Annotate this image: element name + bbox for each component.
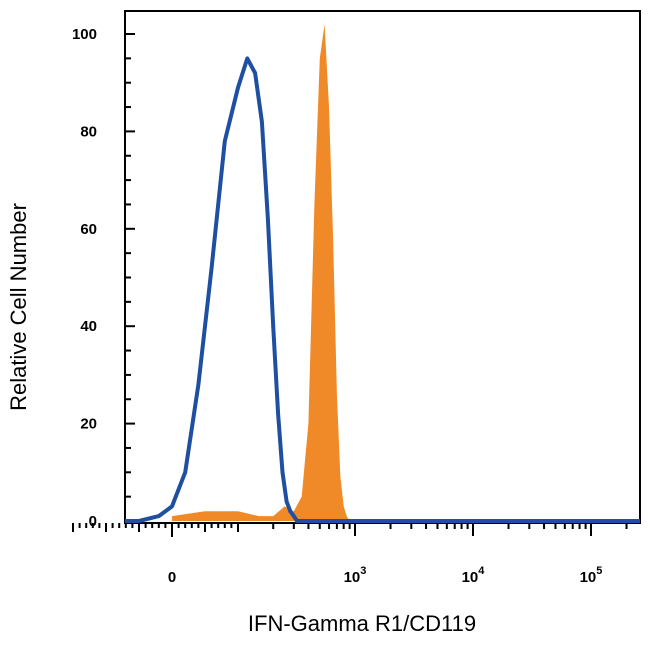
y-tick-label: 40 — [80, 318, 97, 335]
x-axis: 0 103 104 105 — [72, 523, 628, 586]
plot-frame — [124, 10, 641, 524]
y-tick-label: 60 — [80, 221, 97, 238]
x-axis-title: IFN-Gamma R1/CD119 — [248, 611, 476, 636]
plot-series — [125, 24, 640, 523]
y-axis-title: Relative Cell Number — [6, 203, 31, 411]
x-tick-label: 104 — [462, 565, 486, 586]
y-tick-label: 0 — [89, 513, 97, 530]
x-tick-label: 105 — [580, 565, 603, 586]
y-tick-label: 80 — [80, 123, 97, 140]
y-axis: 0 20 40 60 80 100 — [72, 26, 135, 530]
y-tick-label: 100 — [72, 26, 97, 43]
x-tick-label: 103 — [344, 565, 367, 586]
x-tick-label: 0 — [168, 569, 176, 586]
y-tick-label: 20 — [80, 416, 97, 433]
outline-histogram — [125, 56, 640, 523]
filled-histogram — [172, 24, 353, 522]
